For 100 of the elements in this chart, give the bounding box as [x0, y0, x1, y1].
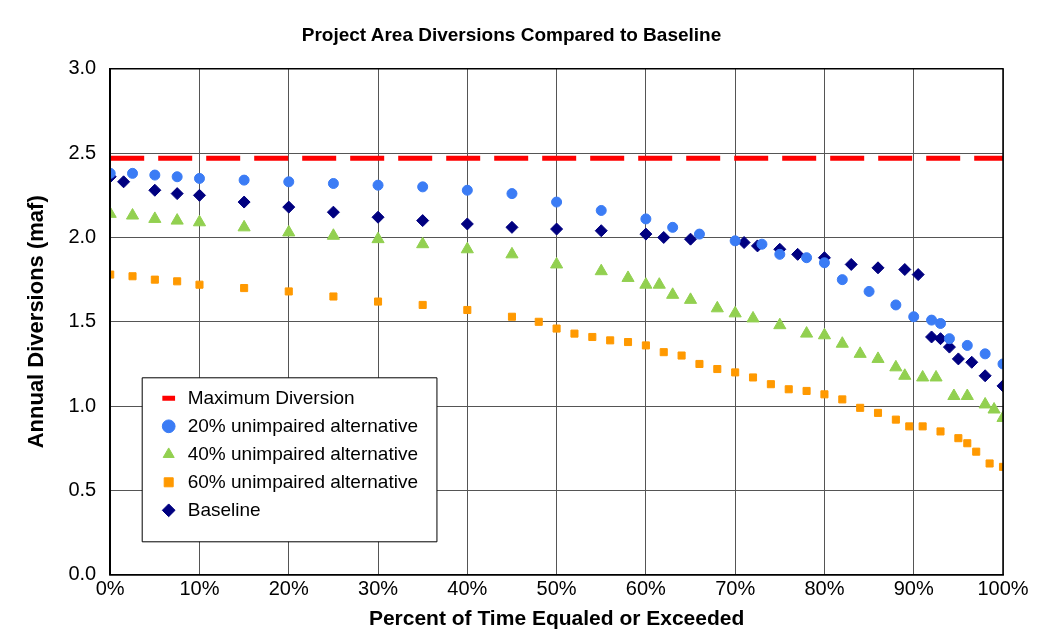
- point: [606, 336, 615, 345]
- y-tick-label: 0.5: [68, 477, 97, 500]
- point: [890, 299, 902, 311]
- point: [327, 177, 339, 189]
- point: [170, 187, 184, 201]
- point: [640, 213, 652, 225]
- point: [746, 310, 760, 323]
- point: [873, 408, 883, 417]
- y-tick-label: 3.0: [68, 56, 97, 79]
- legend-label: 40% unimpaired alternative: [187, 442, 418, 464]
- x-tick-label: 100%: [977, 577, 1029, 600]
- point: [460, 241, 474, 254]
- point: [951, 352, 965, 366]
- point: [943, 333, 955, 345]
- point: [773, 317, 787, 330]
- point: [621, 270, 635, 282]
- point: [801, 252, 813, 264]
- point: [934, 332, 947, 346]
- point: [193, 172, 205, 184]
- point: [987, 402, 1001, 414]
- point: [550, 256, 564, 269]
- point: [898, 263, 912, 277]
- point: [925, 330, 939, 344]
- point: [240, 284, 249, 293]
- point: [905, 422, 914, 431]
- point: [552, 324, 561, 333]
- point: [737, 236, 751, 250]
- point: [594, 224, 608, 238]
- y-tick-label: 0.0: [68, 562, 97, 585]
- point: [731, 368, 740, 377]
- point: [570, 329, 579, 338]
- point: [838, 395, 847, 404]
- point: [326, 228, 340, 240]
- legend-label: 60% unimpaired alternative: [187, 470, 418, 492]
- point: [729, 235, 741, 247]
- point: [506, 188, 518, 200]
- point: [871, 351, 885, 363]
- point: [371, 231, 385, 244]
- point: [659, 348, 668, 357]
- x-tick-label: 0%: [95, 577, 125, 600]
- point: [372, 179, 384, 191]
- point: [173, 277, 182, 286]
- y-tick-label: 2.5: [68, 140, 97, 163]
- point: [926, 314, 938, 326]
- point: [756, 238, 768, 250]
- point: [947, 388, 961, 401]
- point: [195, 280, 204, 289]
- point: [150, 275, 159, 284]
- point: [791, 247, 805, 261]
- point: [728, 305, 742, 318]
- x-axis-title: Percent of Time Equaled or Exceeded: [368, 606, 745, 630]
- legend-label: Maximum Diversion: [187, 386, 355, 408]
- point: [961, 339, 973, 351]
- y-tick-label: 1.0: [68, 393, 97, 416]
- point: [641, 341, 650, 350]
- point: [683, 292, 698, 304]
- point: [117, 175, 131, 189]
- point: [800, 326, 814, 338]
- point: [418, 300, 427, 309]
- point: [505, 220, 519, 234]
- point: [666, 287, 680, 299]
- point: [889, 359, 903, 372]
- point: [929, 369, 943, 382]
- point: [802, 386, 811, 395]
- point: [507, 312, 516, 321]
- point: [693, 228, 705, 240]
- point: [710, 300, 724, 313]
- x-tick-label: 40%: [447, 577, 488, 600]
- point: [326, 205, 340, 219]
- point: [623, 338, 633, 347]
- point: [238, 174, 250, 186]
- point: [677, 351, 686, 360]
- point: [960, 388, 974, 401]
- point: [128, 272, 137, 281]
- point: [551, 196, 563, 208]
- point: [594, 263, 608, 276]
- point: [954, 434, 963, 443]
- point: [908, 311, 920, 323]
- point: [898, 368, 912, 380]
- point: [237, 219, 251, 232]
- point: [836, 274, 848, 286]
- point: [978, 396, 992, 409]
- point: [534, 317, 543, 326]
- point: [979, 348, 991, 360]
- point: [595, 204, 607, 216]
- x-tick-label: 30%: [358, 577, 399, 600]
- point: [818, 257, 830, 269]
- point: [820, 390, 829, 399]
- point: [856, 403, 865, 412]
- x-tick-label: 50%: [536, 577, 577, 600]
- point: [148, 183, 162, 197]
- point: [774, 248, 786, 260]
- point: [463, 305, 472, 315]
- point: [588, 332, 597, 342]
- point: [284, 287, 293, 296]
- point: [657, 230, 671, 244]
- point: [416, 236, 430, 249]
- point: [667, 221, 679, 233]
- point: [835, 336, 849, 348]
- point: [985, 459, 994, 468]
